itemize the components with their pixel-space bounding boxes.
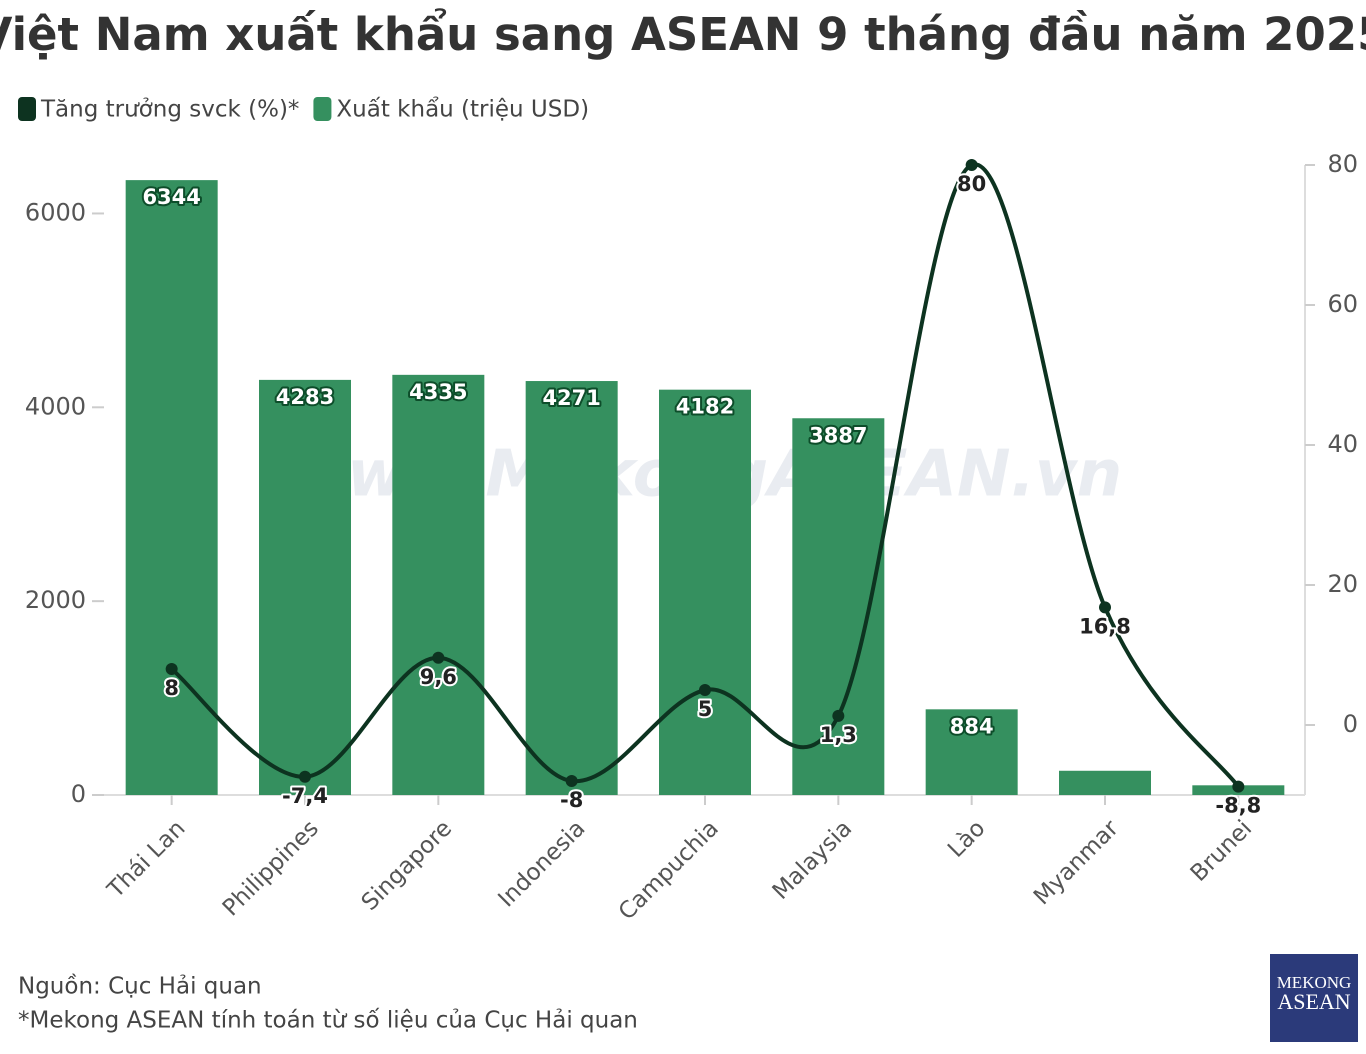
bar (659, 389, 751, 795)
bar-label: 4271 (542, 386, 600, 410)
line-point (965, 159, 978, 171)
logo-box (1270, 954, 1358, 1042)
bar (259, 379, 351, 795)
bar-label: 4283 (276, 385, 334, 409)
logo-text: MEKONG (1277, 973, 1352, 992)
line-point (1099, 601, 1111, 614)
line-label: 8 (164, 676, 179, 700)
y-tick-label: 2000 (25, 586, 86, 614)
source-note: Nguồn: Cục Hải quan (18, 974, 262, 1000)
line-label: -8 (560, 788, 583, 812)
bar-label: 4335 (409, 380, 467, 404)
line-point (432, 651, 445, 664)
legend-swatch (313, 97, 332, 121)
bar (525, 381, 618, 795)
y-tick-label: 0 (71, 780, 86, 808)
x-tick-label: Singapore (357, 815, 457, 915)
chart-title: Việt Nam xuất khẩu sang ASEAN 9 tháng đầ… (0, 8, 1366, 61)
x-tick-label: Philippines (218, 815, 324, 921)
line-label: 80 (957, 172, 986, 196)
line-label: -7,4 (282, 784, 328, 808)
line-label: 1,3 (820, 723, 857, 747)
bar (125, 180, 218, 795)
bar-label: 884 (950, 714, 994, 738)
x-tick-label: Thái Lan (102, 815, 190, 903)
legend: Tăng trưởng svck (%)* Xuất khẩu (triệu US… (18, 97, 589, 123)
line-point (165, 663, 178, 675)
x-tick-label: Brunei (1186, 815, 1257, 886)
x-tick-label: Lào (943, 815, 990, 862)
bar-label: 4182 (676, 395, 734, 419)
line-point (565, 775, 578, 787)
x-tick-label: Myanmar (1029, 815, 1124, 910)
footnote: *Mekong ASEAN tính toán từ số liệu của C… (18, 1008, 638, 1034)
bar-label: 6344 (142, 185, 200, 209)
line-point (299, 770, 311, 783)
bar (392, 374, 485, 795)
line-point (832, 709, 845, 722)
legend-label: Tăng trưởng svck (%)* (40, 97, 299, 123)
line-point (1232, 780, 1245, 793)
line (170, 162, 1240, 788)
bar-label: 3887 (809, 423, 867, 447)
y2-tick-label: 60 (1327, 290, 1358, 318)
y-tick-label: 6000 (25, 198, 86, 226)
legend-label: Xuất khẩu (triệu USD) (336, 97, 589, 123)
bar (1059, 770, 1151, 795)
line-label: 5 (698, 697, 713, 721)
legend-swatch (18, 97, 36, 121)
y2-tick-label: 40 (1327, 430, 1358, 458)
line-label: 16,8 (1079, 614, 1131, 638)
line-label: -8,8 (1215, 794, 1261, 818)
y2-tick-label: 80 (1327, 150, 1358, 178)
line-point (699, 684, 711, 696)
y-tick-label: 4000 (25, 392, 86, 420)
x-tick-label: Malaysia (768, 815, 857, 904)
y2-tick-label: 0 (1343, 710, 1358, 738)
y2-tick-label: 20 (1327, 570, 1358, 598)
logo-text: ASEAN (1277, 989, 1350, 1014)
x-tick-label: Indonesia (493, 815, 590, 912)
line-label: 9,6 (420, 665, 457, 689)
x-tick-label: Campuchia (614, 815, 724, 925)
bar (925, 709, 1018, 795)
